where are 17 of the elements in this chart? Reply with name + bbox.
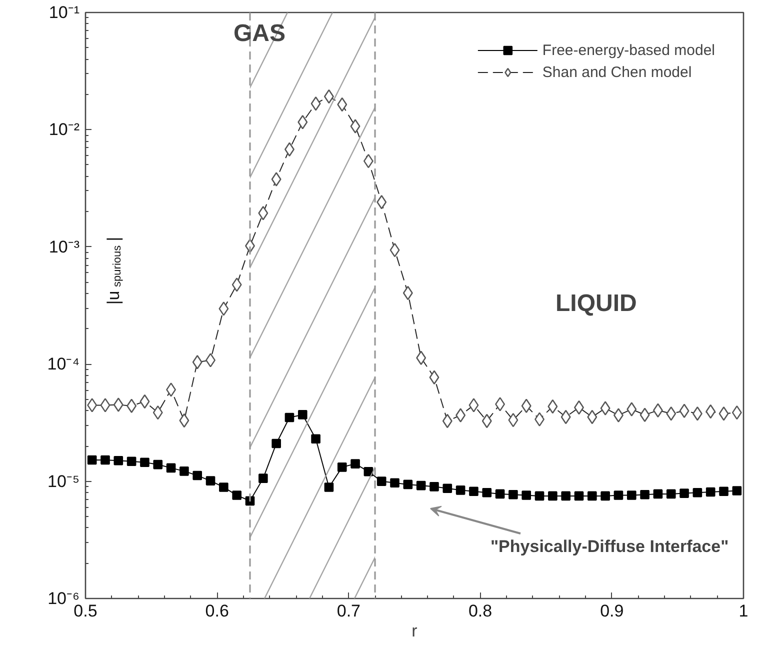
- y-tick-label: 10⁻²: [48, 120, 80, 140]
- x-tick-label: 1: [738, 602, 748, 620]
- x-tick-label: 0.6: [205, 602, 229, 620]
- x-tick-label: 0.7: [336, 602, 361, 620]
- legend-label: Free-energy-based model: [542, 42, 715, 58]
- y-tick-label: 10⁻³: [48, 237, 80, 256]
- annotation: "Physically-Diffuse Interface": [490, 537, 729, 556]
- y-tick-label: 10⁻⁵: [48, 472, 80, 491]
- x-tick-label: 0.8: [468, 602, 492, 620]
- annotation: LIQUID: [556, 290, 637, 317]
- annotation: GAS: [234, 20, 286, 47]
- legend-label: Shan and Chen model: [542, 64, 692, 80]
- y-tick-label: 10⁻⁴: [47, 354, 80, 374]
- y-axis-title: |uspurious|: [104, 236, 124, 305]
- x-tick-label: 0.9: [600, 602, 624, 620]
- x-axis-title: r: [412, 622, 418, 640]
- y-tick-label: 10⁻¹: [48, 3, 80, 22]
